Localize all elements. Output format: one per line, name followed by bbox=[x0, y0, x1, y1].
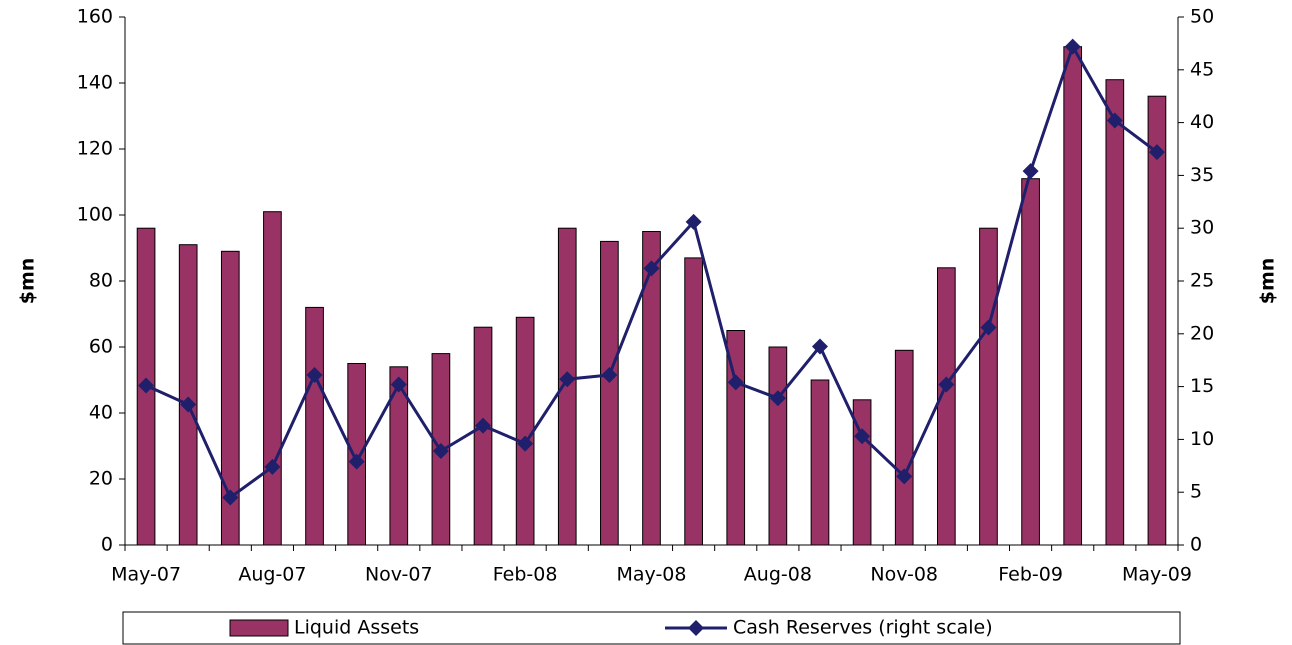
x-tick-label: Nov-07 bbox=[365, 564, 433, 586]
bar bbox=[1063, 46, 1083, 546]
marker bbox=[222, 489, 239, 506]
y-tick-label: 60 bbox=[89, 336, 113, 358]
marker bbox=[643, 260, 660, 277]
bar bbox=[894, 349, 914, 546]
marker bbox=[727, 374, 744, 391]
y2-axis-label: $mn bbox=[1257, 258, 1279, 305]
x-tick-label: Aug-08 bbox=[744, 564, 812, 586]
y2-tick-label: 40 bbox=[1190, 111, 1214, 133]
bar bbox=[600, 240, 619, 546]
x-tick-label: May-08 bbox=[617, 564, 687, 586]
marker bbox=[938, 376, 955, 393]
y-tick-label: 140 bbox=[77, 72, 113, 94]
marker bbox=[559, 371, 576, 388]
y-tick-label: 80 bbox=[89, 270, 113, 292]
x-tick-label: May-07 bbox=[111, 564, 181, 586]
bar bbox=[305, 306, 324, 546]
bar bbox=[936, 267, 956, 546]
bar bbox=[979, 227, 998, 546]
marker bbox=[980, 319, 997, 336]
y-axis-label: $mn bbox=[17, 258, 39, 305]
marker bbox=[306, 366, 323, 383]
x-tick-label: Aug-07 bbox=[238, 564, 306, 586]
marker bbox=[475, 417, 492, 434]
y-tick-label: 0 bbox=[101, 534, 113, 556]
y2-tick-label: 45 bbox=[1190, 58, 1214, 80]
y2-tick-label: 10 bbox=[1190, 428, 1214, 450]
marker bbox=[1106, 112, 1123, 129]
marker bbox=[896, 468, 913, 485]
x-tick-label: Nov-08 bbox=[870, 564, 938, 586]
y2-tick-label: 30 bbox=[1190, 217, 1214, 239]
marker bbox=[1148, 144, 1165, 161]
y-tick-label: 160 bbox=[77, 6, 113, 28]
marker bbox=[138, 377, 155, 394]
y-tick-label: 120 bbox=[77, 138, 113, 160]
bar bbox=[473, 326, 493, 546]
bar bbox=[768, 346, 788, 546]
bar bbox=[263, 211, 282, 546]
marker bbox=[390, 376, 407, 393]
bar bbox=[1147, 95, 1167, 546]
marker bbox=[180, 396, 197, 413]
bar bbox=[684, 257, 703, 546]
marker bbox=[685, 213, 702, 230]
legend-label: Liquid Assets bbox=[294, 617, 419, 639]
x-tick-label: Feb-08 bbox=[493, 564, 558, 586]
bar bbox=[642, 231, 661, 546]
bar bbox=[178, 244, 198, 546]
marker bbox=[1064, 38, 1081, 55]
bar bbox=[810, 379, 830, 546]
y2-tick-label: 20 bbox=[1190, 322, 1214, 344]
marker bbox=[769, 390, 786, 407]
y2-tick-label: 50 bbox=[1190, 6, 1214, 28]
y-tick-label: 20 bbox=[89, 468, 113, 490]
legend-swatch bbox=[229, 619, 289, 637]
y2-tick-label: 25 bbox=[1190, 270, 1214, 292]
marker bbox=[1022, 163, 1039, 180]
bar bbox=[1021, 178, 1040, 546]
legend-label: Cash Reserves (right scale) bbox=[733, 617, 993, 639]
bar bbox=[1105, 79, 1125, 546]
marker bbox=[348, 453, 365, 470]
y2-tick-label: 5 bbox=[1190, 481, 1202, 503]
legend-box bbox=[122, 611, 1181, 645]
y2-tick-label: 0 bbox=[1190, 534, 1202, 556]
marker bbox=[854, 428, 871, 445]
y-tick-label: 100 bbox=[77, 204, 113, 226]
marker bbox=[264, 458, 281, 475]
legend-marker bbox=[688, 620, 704, 636]
y2-tick-label: 15 bbox=[1190, 375, 1214, 397]
marker bbox=[811, 338, 828, 355]
y-tick-label: 40 bbox=[89, 402, 113, 424]
y2-tick-label: 35 bbox=[1190, 164, 1214, 186]
marker bbox=[601, 366, 618, 383]
marker bbox=[432, 443, 449, 460]
bar bbox=[515, 316, 535, 546]
marker bbox=[517, 435, 534, 452]
x-tick-label: Feb-09 bbox=[998, 564, 1063, 586]
x-tick-label: May-09 bbox=[1122, 564, 1192, 586]
